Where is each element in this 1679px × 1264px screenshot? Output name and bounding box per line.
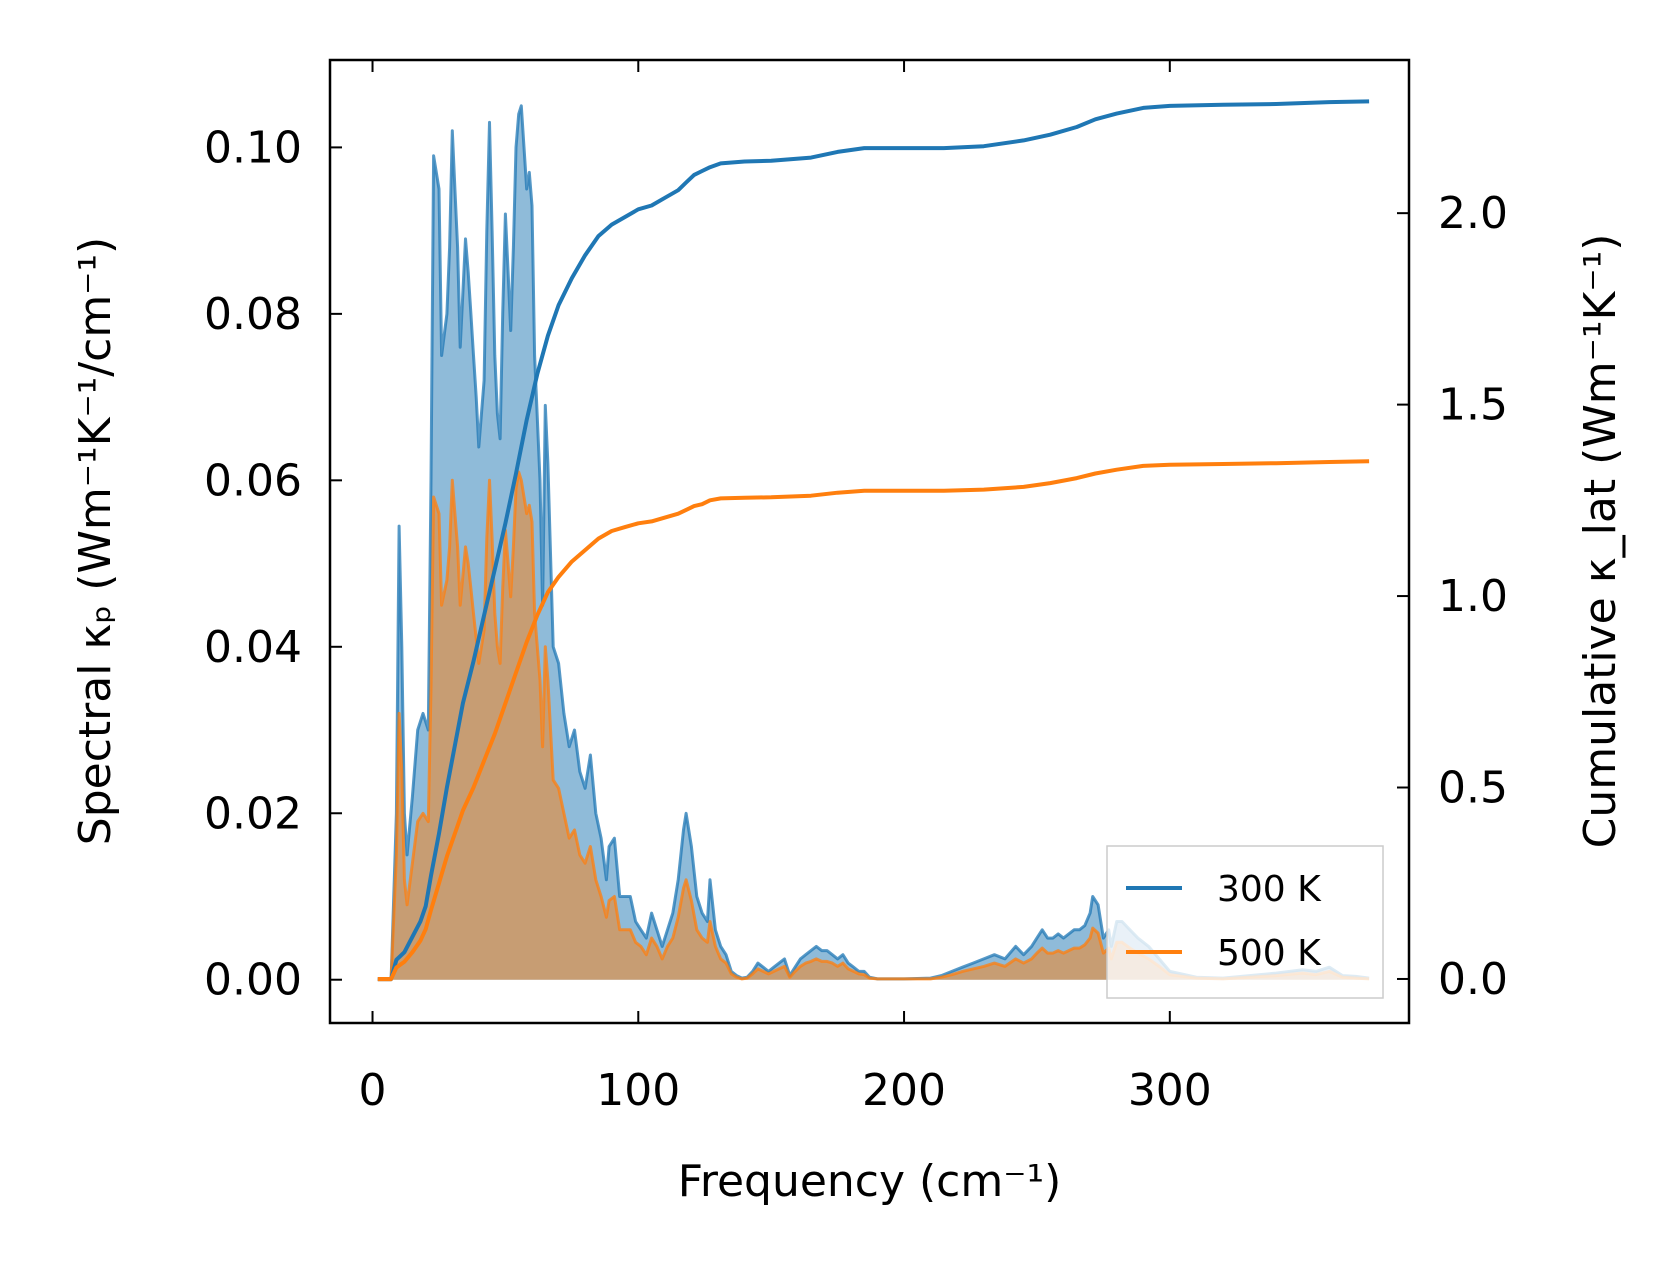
x-tick-label: 200	[862, 1065, 946, 1116]
cumulative-line-500k	[377, 459, 1370, 981]
y-axis-left-label: Spectral κₚ (Wm⁻¹K⁻¹/cm⁻¹)	[70, 237, 121, 845]
legend-box	[1106, 845, 1384, 999]
y-left-tick-label: 0.00	[204, 955, 302, 1006]
spectral-area-500k	[377, 472, 1370, 980]
y-left-tick-label: 0.10	[204, 122, 302, 173]
x-tick-label: 100	[596, 1065, 680, 1116]
x-tick-label: 300	[1128, 1065, 1212, 1116]
x-axis-label: Frequency (cm⁻¹)	[678, 1156, 1062, 1207]
legend: 300 K 500 K	[1106, 845, 1384, 999]
y-left-tick-label: 0.08	[204, 289, 302, 340]
y-left-tick-label: 0.06	[204, 455, 302, 506]
series-line-layer	[377, 99, 1370, 981]
y-right-tick-label: 2.0	[1438, 188, 1508, 239]
y-right-tick-label: 0.0	[1438, 954, 1508, 1005]
y-axis-right-label: Cumulative κ_lat (Wm⁻¹K⁻¹)	[1575, 234, 1626, 849]
y-right-tick-label: 0.5	[1438, 763, 1508, 814]
legend-label-300k: 300 K	[1217, 869, 1322, 910]
y-left-tick-label: 0.04	[204, 622, 302, 673]
spectral-line-300k	[377, 104, 1370, 982]
spectral-line-500k	[377, 470, 1370, 982]
legend-label-500k: 500 K	[1217, 933, 1322, 974]
tick-layer: 0 100 200 300 0.00 0.02 0.04 0.06 0.08 0.10 0.0 0.5…	[204, 60, 1508, 1116]
y-right-tick-label: 1.0	[1438, 571, 1508, 622]
y-right-tick-label: 1.5	[1438, 380, 1508, 431]
plot-frame	[328, 58, 1411, 1025]
spectral-fill-layer	[377, 104, 1370, 982]
y-left-tick-label: 0.02	[204, 788, 302, 839]
x-tick-label: 0	[359, 1065, 387, 1116]
cumulative-line-300k	[377, 99, 1370, 981]
